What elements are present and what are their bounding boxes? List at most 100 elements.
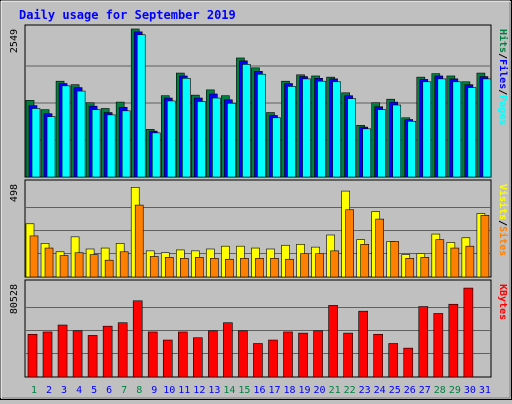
bar-sites [225,258,234,278]
x-tick-label: 12 [193,385,205,396]
bar-kbytes [328,305,338,378]
bar-kbytes [27,333,38,378]
bar-sites [59,255,69,278]
bar-kbytes [373,333,383,378]
bar-pages [467,87,477,178]
bar-kbytes [223,322,233,378]
bar-kbytes [147,331,158,378]
bar-pages [212,97,221,178]
bar-sites [74,252,84,278]
x-tick-label: 4 [76,385,82,396]
bar-pages [437,78,447,178]
bar-sites [164,257,174,278]
bar-pages [182,77,191,178]
bar-pages [422,81,432,178]
bar-sites [149,256,159,278]
bar-sites [240,258,249,278]
bar-kbytes [208,330,218,378]
bar-pages [482,78,492,178]
bar-sites [345,209,354,278]
x-tick-label: 29 [449,385,461,396]
bar-sites [180,258,189,278]
bar-kbytes [268,339,278,378]
bar-sites [119,251,129,278]
bar-kbytes [448,303,459,378]
bar-pages [61,85,71,178]
bar-sites [195,257,204,278]
bar-kbytes [298,332,308,378]
bar-sites [465,245,475,278]
x-tick-label: 14 [223,385,235,396]
x-tick-label: 25 [389,385,401,396]
x-tick-label: 11 [178,385,190,396]
x-tick-label: 26 [404,385,416,396]
bar-pages [151,132,161,178]
x-tick-label: 30 [464,385,476,396]
x-tick-label: 15 [238,385,250,396]
bar-pages [377,109,386,178]
x-tick-label: 18 [283,385,295,396]
x-tick-label: 19 [299,385,311,396]
x-tick-label: 21 [329,385,341,396]
x-tick-label: 1 [31,385,37,396]
bar-pages [347,98,356,178]
bar-kbytes [358,310,368,378]
bar-kbytes [57,324,68,378]
bar-sites [375,218,384,278]
bar-sites [480,215,490,278]
bar-kbytes [238,330,248,378]
bar-pages [106,114,116,178]
bar-pages [257,73,266,178]
x-tick-label: 17 [268,385,280,396]
y-axis-max-label: 2549 [9,29,20,53]
bar-sites [300,253,309,278]
bar-sites [405,258,415,278]
x-tick-label: 22 [344,385,356,396]
bar-sites [420,257,430,278]
bar-pages [136,34,146,178]
bar-sites [360,244,369,278]
bar-pages [227,102,236,178]
bar-kbytes [42,331,53,378]
bars-layer [25,28,492,378]
x-tick-label: 9 [151,385,157,396]
series-legend-label: Hits/Files/Pages [497,29,509,125]
bar-sites [450,247,460,278]
x-tick-label: 16 [253,385,265,396]
bar-kbytes [433,313,444,378]
x-tick-label: 2 [46,385,52,396]
bar-pages [407,120,417,178]
bar-kbytes [72,330,83,378]
y-axis-max-label: 498 [9,184,20,202]
y-axis-max-label: 80528 [9,284,20,314]
legend-part: Pages [497,95,508,125]
bar-sites [44,247,54,278]
bar-kbytes [162,339,173,378]
x-tick-label: 13 [208,385,220,396]
bar-sites [255,258,264,278]
series-legend-label: KBytes [497,284,508,320]
bar-pages [287,86,296,178]
bar-kbytes [102,325,113,378]
bar-pages [392,104,402,178]
legend-part: Files [497,59,509,89]
bar-pages [31,108,41,178]
legend-part: Hits [497,29,509,53]
bar-sites [270,258,279,278]
x-tick-label: 6 [106,385,112,396]
bar-kbytes [418,306,429,378]
bar-kbytes [193,337,203,378]
bar-pages [302,78,311,178]
x-tick-label: 8 [136,385,142,396]
bar-sites [89,254,99,278]
bar-sites [390,241,400,278]
x-tick-label: 7 [121,385,127,396]
x-tick-label: 10 [163,385,175,396]
bar-sites [315,253,324,278]
x-tick-label: 3 [61,385,67,396]
bar-pages [317,80,326,178]
x-tick-label: 28 [434,385,446,396]
legend-part: / [497,53,508,59]
